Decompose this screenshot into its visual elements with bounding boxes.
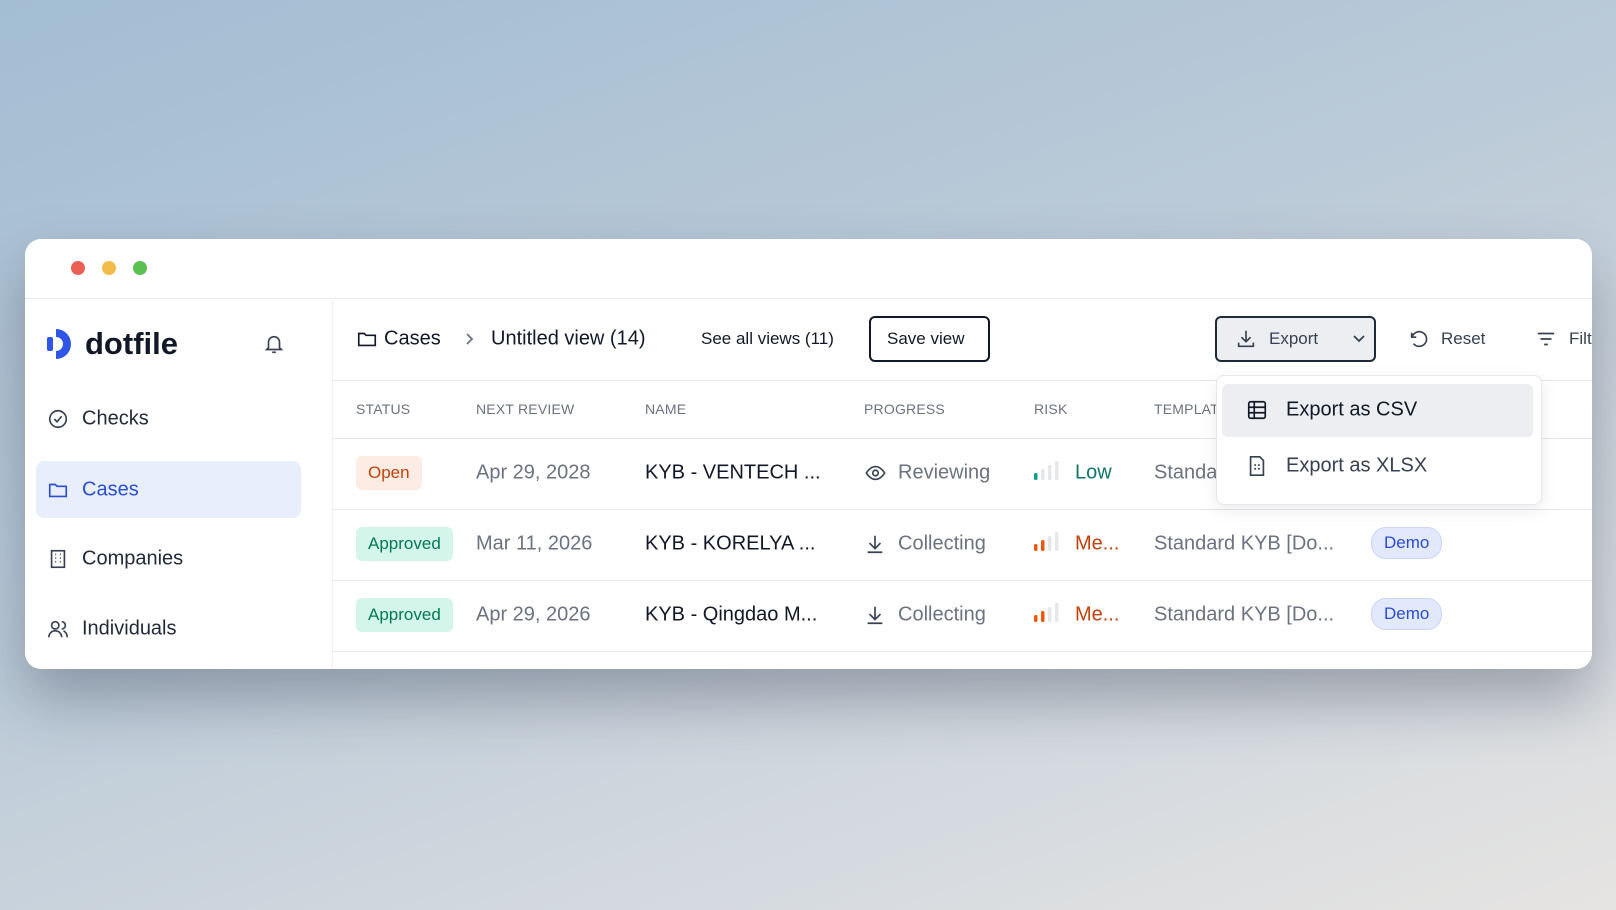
xlsx-icon [1249, 456, 1265, 476]
column-header: STATUS [356, 401, 411, 417]
risk-bars [1034, 603, 1059, 622]
cell-risk: Me... [1075, 603, 1120, 626]
row-divider [332, 651, 1592, 652]
column-header: PROGRESS [864, 401, 945, 417]
row-divider [332, 509, 1592, 510]
tag: Demo [1371, 527, 1443, 559]
reviewing-icon [865, 465, 886, 481]
titlebar-divider [25, 298, 1592, 299]
export-button[interactable] [1215, 316, 1376, 362]
row-divider [332, 580, 1592, 581]
menu-item-hover[interactable] [1222, 384, 1533, 437]
nav-item-active[interactable]: Cases [82, 478, 139, 501]
cell-name[interactable]: KYB - Qingdao M... [645, 603, 818, 626]
zoom-dot[interactable] [133, 261, 147, 275]
app-window: dotfile Checks Cases Companies Individua… [25, 239, 1592, 669]
minimize-dot[interactable] [102, 261, 116, 275]
breadcrumb-root[interactable]: Cases [384, 327, 441, 350]
csv-icon [1247, 400, 1267, 420]
sidebar-divider [332, 298, 333, 669]
brand: dotfile [85, 326, 178, 361]
cell-risk: Me... [1075, 532, 1120, 555]
risk-bars [1034, 532, 1059, 551]
companies-icon [50, 549, 66, 569]
nav-item[interactable]: Individuals [82, 617, 177, 640]
cell-template: Standard KYB [Do... [1154, 603, 1335, 626]
nav-active-bg [36, 461, 301, 518]
export-icon [1237, 330, 1255, 348]
folder-icon [357, 332, 377, 347]
individuals-icon [48, 620, 68, 638]
reset-label[interactable]: Reset [1441, 329, 1486, 348]
status-badge: Open [356, 456, 422, 490]
save-view-button[interactable] [869, 316, 990, 362]
cell-date: Apr 29, 2026 [476, 603, 591, 626]
cell-risk: Low [1075, 461, 1112, 484]
see-all-views[interactable]: See all views (11) [701, 329, 834, 348]
notifications[interactable] [263, 332, 285, 356]
status-badge: Approved [356, 527, 453, 561]
save-view-label: Save view [887, 329, 965, 348]
cell-progress: Collecting [898, 532, 986, 555]
cell-progress: Collecting [898, 603, 986, 626]
column-header: TEMPLATE [1154, 401, 1229, 417]
cell-name[interactable]: KYB - VENTECH ... [645, 461, 821, 484]
export-chevron [1353, 335, 1365, 343]
filter-icon[interactable] [1535, 328, 1557, 350]
menu-item[interactable]: Export as XLSX [1286, 454, 1428, 477]
menu-item[interactable]: Export as CSV [1286, 398, 1418, 421]
breadcrumb-chevron [466, 333, 474, 345]
breadcrumb-current: Untitled view (14) [491, 327, 646, 350]
status-badge: Approved [356, 598, 453, 632]
reset-icon[interactable] [1408, 328, 1430, 350]
tag: Demo [1371, 598, 1443, 630]
column-header: NAME [645, 401, 687, 417]
cell-date: Apr 29, 2028 [476, 461, 591, 484]
risk-bars [1034, 461, 1059, 480]
close-dot[interactable] [71, 261, 85, 275]
nav-item[interactable]: Checks [82, 407, 149, 430]
checks-icon [48, 409, 68, 429]
filters-label[interactable]: Filters [1569, 329, 1592, 348]
export-label: Export [1269, 329, 1319, 348]
cell-template: Standard KYB [Do... [1154, 532, 1335, 555]
cell-date: Mar 11, 2026 [476, 532, 593, 555]
nav-item[interactable]: Companies [82, 547, 184, 570]
toolbar-divider [332, 380, 1592, 381]
cell-progress: Reviewing [898, 461, 991, 484]
logo-icon [47, 329, 71, 359]
column-header: NEXT REVIEW [476, 401, 575, 417]
cases-icon [48, 483, 68, 498]
collecting-icon [867, 606, 883, 625]
header-divider [332, 438, 1592, 439]
collecting-icon [867, 535, 883, 554]
column-header: RISK [1034, 401, 1068, 417]
cell-name[interactable]: KYB - KORELYA ... [645, 532, 816, 555]
